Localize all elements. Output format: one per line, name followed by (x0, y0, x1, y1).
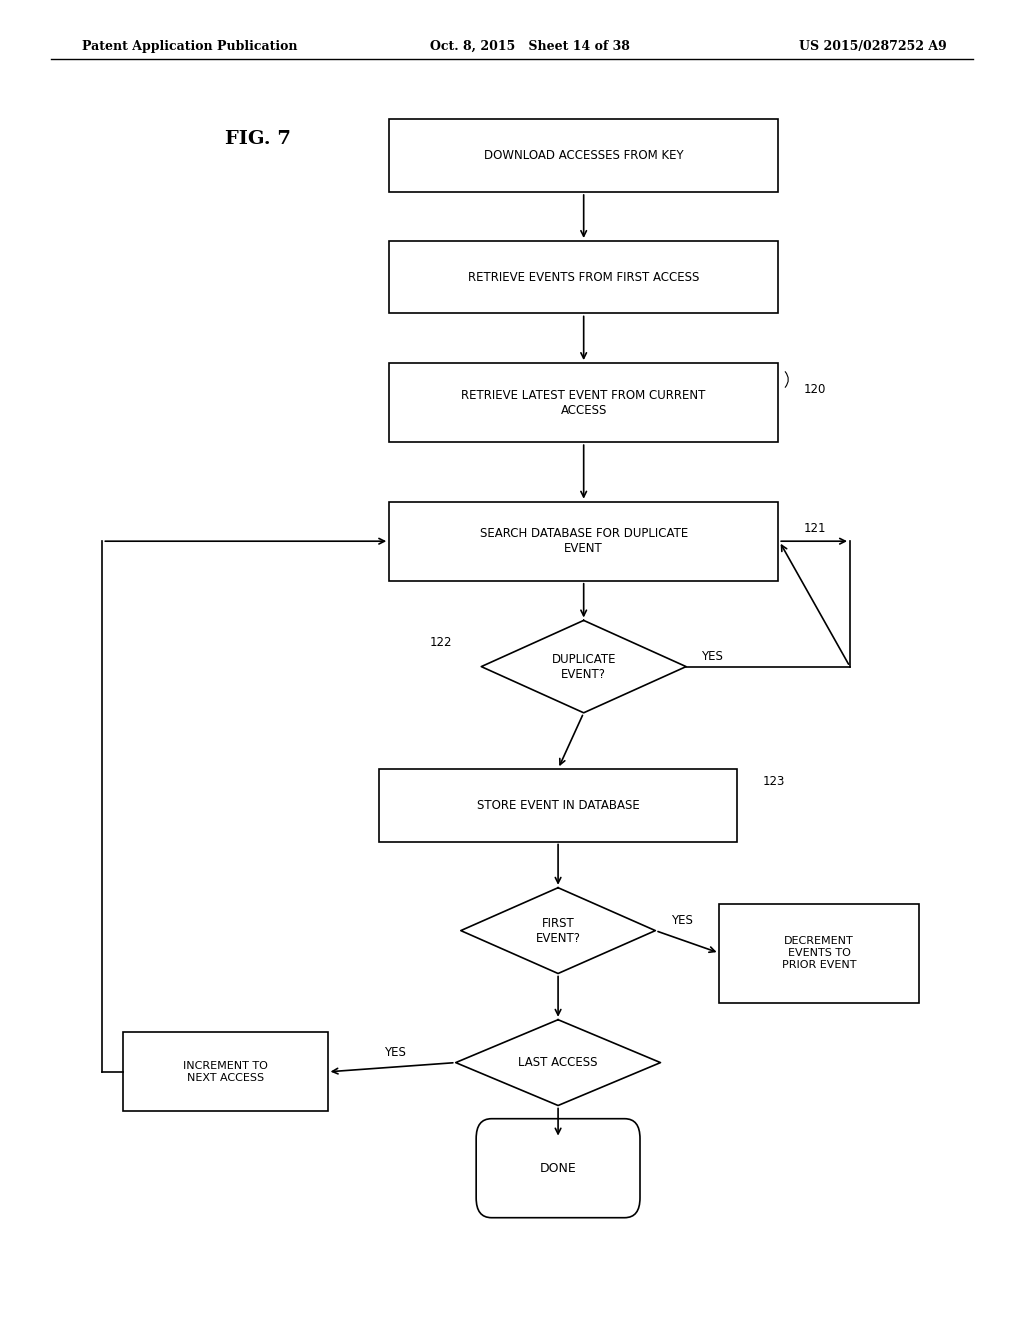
Text: US 2015/0287252 A9: US 2015/0287252 A9 (799, 40, 946, 53)
Text: DUPLICATE
EVENT?: DUPLICATE EVENT? (552, 652, 615, 681)
Text: YES: YES (384, 1045, 406, 1059)
FancyBboxPatch shape (123, 1032, 328, 1111)
FancyBboxPatch shape (389, 502, 778, 581)
Text: DONE: DONE (540, 1162, 577, 1175)
FancyBboxPatch shape (389, 240, 778, 313)
Text: RETRIEVE EVENTS FROM FIRST ACCESS: RETRIEVE EVENTS FROM FIRST ACCESS (468, 271, 699, 284)
Text: 122: 122 (430, 636, 453, 649)
Text: 123: 123 (763, 775, 785, 788)
Text: FIRST
EVENT?: FIRST EVENT? (536, 916, 581, 945)
Text: FIG. 7: FIG. 7 (225, 129, 291, 148)
FancyBboxPatch shape (389, 119, 778, 191)
Text: STORE EVENT IN DATABASE: STORE EVENT IN DATABASE (477, 799, 639, 812)
Text: DECREMENT
EVENTS TO
PRIOR EVENT: DECREMENT EVENTS TO PRIOR EVENT (782, 936, 856, 970)
Text: RETRIEVE LATEST EVENT FROM CURRENT
ACCESS: RETRIEVE LATEST EVENT FROM CURRENT ACCES… (462, 388, 706, 417)
FancyBboxPatch shape (389, 363, 778, 442)
Text: INCREMENT TO
NEXT ACCESS: INCREMENT TO NEXT ACCESS (183, 1061, 267, 1082)
Text: DOWNLOAD ACCESSES FROM KEY: DOWNLOAD ACCESSES FROM KEY (484, 149, 683, 162)
Text: YES: YES (701, 649, 723, 663)
Text: SEARCH DATABASE FOR DUPLICATE
EVENT: SEARCH DATABASE FOR DUPLICATE EVENT (479, 527, 688, 556)
Text: LAST ACCESS: LAST ACCESS (518, 1056, 598, 1069)
Text: YES: YES (671, 913, 692, 927)
Text: 120: 120 (804, 383, 826, 396)
FancyBboxPatch shape (476, 1119, 640, 1217)
Text: 121: 121 (804, 521, 826, 535)
Text: Patent Application Publication: Patent Application Publication (82, 40, 297, 53)
FancyBboxPatch shape (379, 768, 737, 842)
Text: Oct. 8, 2015   Sheet 14 of 38: Oct. 8, 2015 Sheet 14 of 38 (430, 40, 630, 53)
FancyBboxPatch shape (719, 903, 920, 1003)
